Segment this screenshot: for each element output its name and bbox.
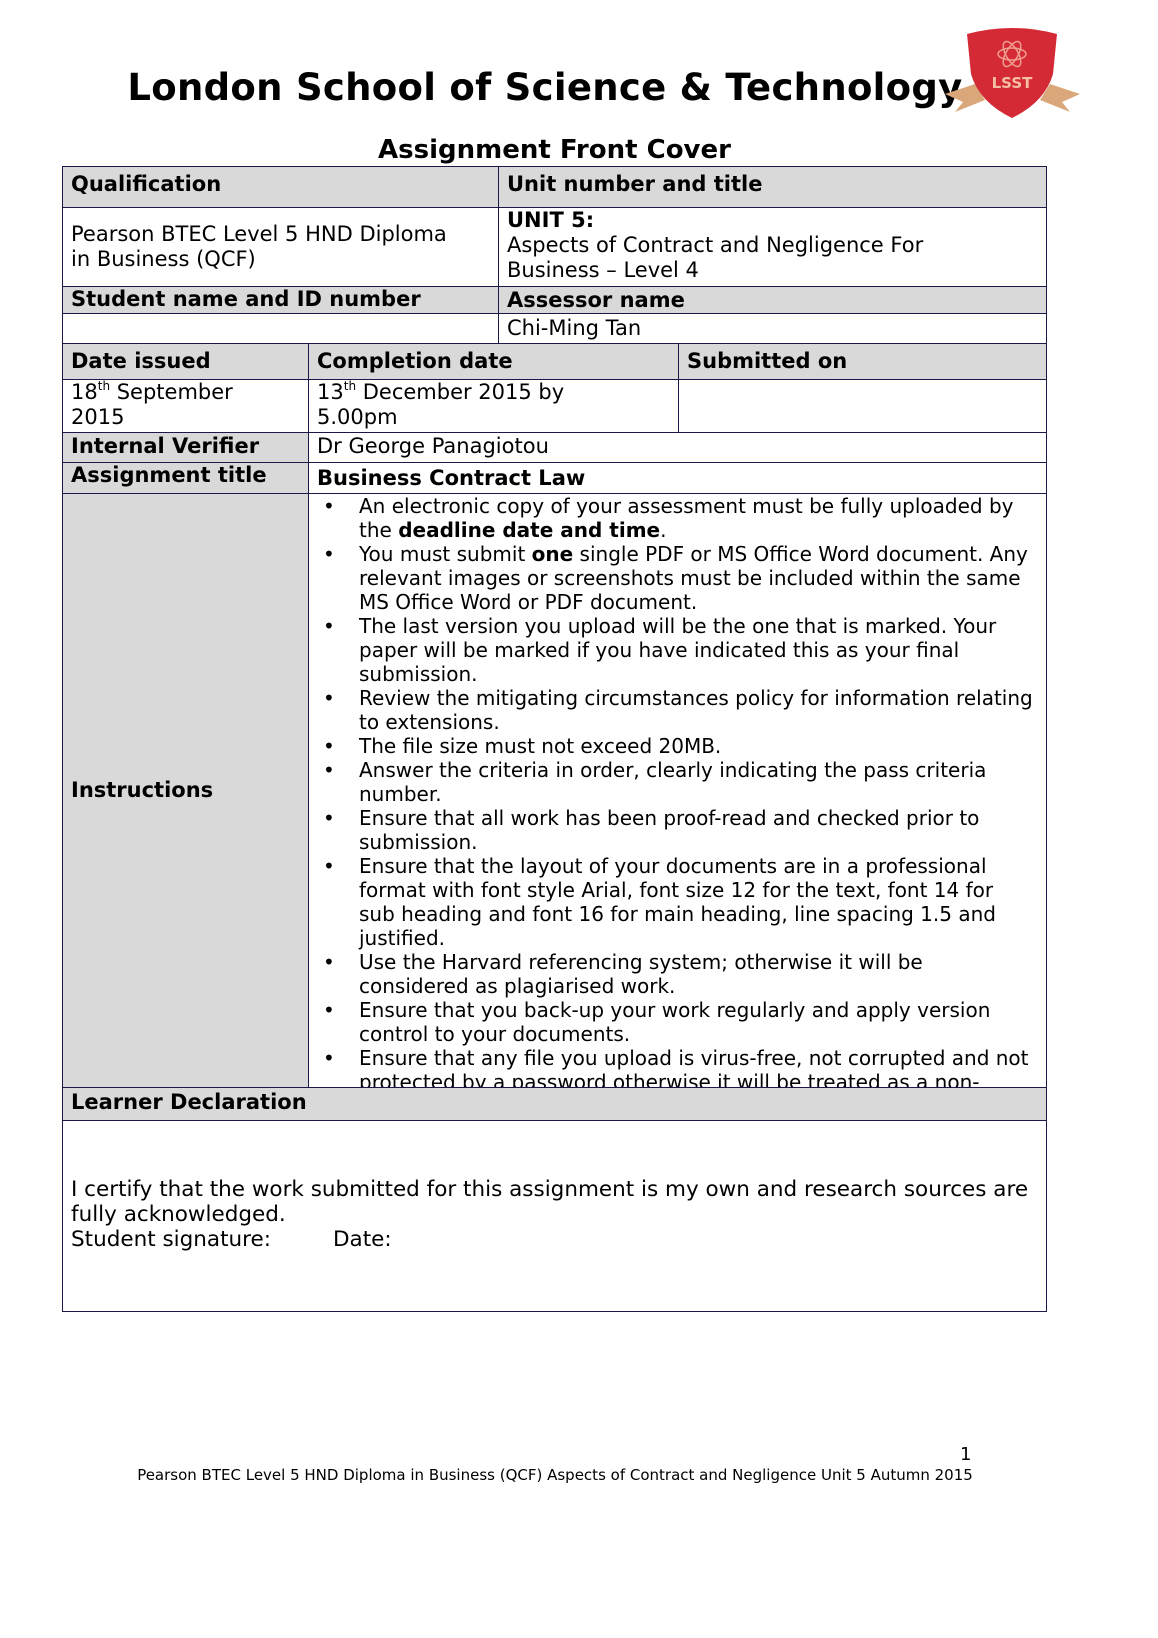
page-number: 1	[960, 1444, 972, 1465]
student-label: Student name and ID number	[62, 286, 499, 314]
verifier-value: Dr George Panagiotou	[308, 432, 1047, 463]
date-issued-label: Date issued	[62, 343, 309, 380]
date-issued-sup: th	[97, 379, 111, 393]
completion-value: 13th December 2015 by 5.00pm	[308, 379, 679, 433]
date-issued-year: 2015	[71, 405, 125, 429]
instruction-text: The last version you upload will be the …	[359, 614, 997, 686]
instruction-text: Ensure that the layout of your documents…	[359, 854, 996, 950]
date-label: Date:	[333, 1227, 392, 1252]
instruction-item: Ensure that the layout of your documents…	[317, 854, 1034, 950]
unit-title-line1: Aspects of Contract and Negligence For	[507, 233, 924, 257]
instruction-text: An electronic copy of your assessment mu…	[359, 494, 1014, 542]
instruction-text: Use the Harvard referencing system; othe…	[359, 950, 923, 998]
date-issued-day: 18	[71, 380, 98, 404]
instruction-text: The file size must not exceed 20MB.	[359, 734, 722, 758]
completion-rest: December 2015 by	[356, 380, 565, 404]
instruction-item: Use the Harvard referencing system; othe…	[317, 950, 1034, 998]
completion-label: Completion date	[308, 343, 679, 380]
instruction-item: Ensure that all work has been proof-read…	[317, 806, 1034, 854]
unit-number: UNIT 5:	[507, 208, 595, 232]
submitted-label: Submitted on	[678, 343, 1047, 380]
date-issued-month: September	[110, 380, 233, 404]
instruction-item: An electronic copy of your assessment mu…	[317, 494, 1034, 542]
instruction-item: You must submit one single PDF or MS Off…	[317, 542, 1034, 614]
qualification-value: Pearson BTEC Level 5 HND Diploma in Busi…	[62, 207, 499, 287]
instructions-list: An electronic copy of your assessment mu…	[308, 493, 1047, 1088]
assignment-title-label: Assignment title	[62, 462, 309, 494]
instruction-emphasis: deadline date and time	[398, 518, 661, 542]
document-subtitle: Assignment Front Cover	[378, 135, 731, 165]
qualification-line2: in Business (QCF)	[71, 247, 256, 271]
completion-time: 5.00pm	[317, 405, 398, 429]
instructions-label: Instructions	[62, 493, 309, 1088]
instruction-text: You must submit	[359, 542, 532, 566]
completion-sup: th	[343, 379, 357, 393]
declaration-text: I certify that the work submitted for th…	[71, 1177, 1029, 1227]
instruction-text-end: .	[660, 518, 667, 542]
instruction-item: Ensure that any file you upload is virus…	[317, 1046, 1034, 1088]
assessor-label: Assessor name	[498, 286, 1047, 314]
date-issued-value: 18th September 2015	[62, 379, 309, 433]
instruction-emphasis: one	[531, 542, 574, 566]
instruction-text: Answer the criteria in order, clearly in…	[359, 758, 987, 806]
qualification-label: Qualification	[62, 166, 499, 208]
assignment-title-value: Business Contract Law	[308, 462, 1047, 494]
lsst-logo: LSST	[945, 28, 1080, 118]
instruction-text: Ensure that you back-up your work regula…	[359, 998, 991, 1046]
submitted-value	[678, 379, 1047, 433]
verifier-label: Internal Verifier	[62, 432, 309, 463]
unit-title-line2: Business – Level 4	[507, 258, 699, 282]
signature-label: Student signature:	[71, 1227, 271, 1252]
instruction-text: Ensure that any file you upload is virus…	[359, 1046, 1029, 1088]
instruction-item: The file size must not exceed 20MB.	[317, 734, 1034, 758]
instruction-item: Review the mitigating circumstances poli…	[317, 686, 1034, 734]
qualification-line1: Pearson BTEC Level 5 HND Diploma	[71, 222, 447, 246]
unit-value: UNIT 5: Aspects of Contract and Negligen…	[498, 207, 1047, 287]
declaration-body: I certify that the work submitted for th…	[62, 1120, 1047, 1312]
footer-text: Pearson BTEC Level 5 HND Diploma in Busi…	[137, 1466, 973, 1484]
instruction-text-end: single PDF or MS Office Word document. A…	[359, 542, 1028, 614]
page-title: London School of Science & Technology	[127, 66, 963, 109]
declaration-label: Learner Declaration	[62, 1087, 1047, 1121]
unit-label: Unit number and title	[498, 166, 1047, 208]
instruction-item: Answer the criteria in order, clearly in…	[317, 758, 1034, 806]
instruction-text: Ensure that all work has been proof-read…	[359, 806, 980, 854]
instruction-item: The last version you upload will be the …	[317, 614, 1034, 686]
assessor-value: Chi-Ming Tan	[498, 313, 1047, 344]
instruction-text: Review the mitigating circumstances poli…	[359, 686, 1033, 734]
svg-text:LSST: LSST	[992, 74, 1033, 92]
student-value	[62, 313, 499, 344]
instructions-label-text: Instructions	[71, 778, 214, 802]
instruction-item: Ensure that you back-up your work regula…	[317, 998, 1034, 1046]
completion-day: 13	[317, 380, 344, 404]
